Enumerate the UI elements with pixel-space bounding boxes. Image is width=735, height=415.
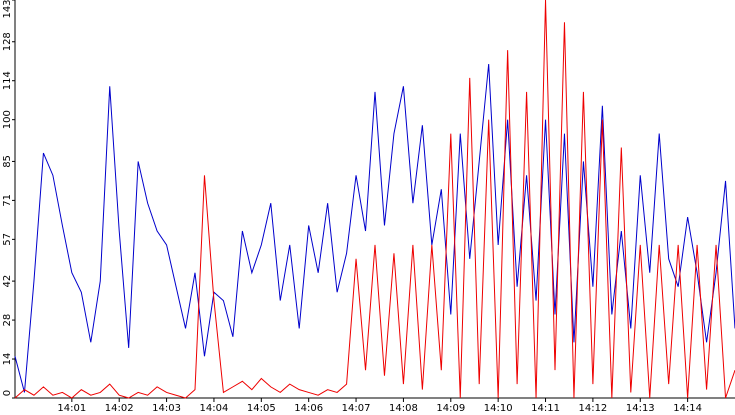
x-tick-label: 14:07	[342, 403, 371, 414]
y-tick-label: 114	[2, 71, 13, 90]
y-tick-label: 143	[2, 0, 13, 19]
x-tick-label: 14:02	[105, 403, 134, 414]
y-tick-label: 28	[2, 314, 13, 327]
x-tick-label: 14:06	[294, 403, 323, 414]
series-line	[14, 63, 735, 393]
y-tick-label: 42	[2, 275, 13, 288]
x-tick-label: 14:13	[626, 403, 655, 414]
y-tick-label: 71	[2, 194, 13, 207]
x-tick-label: 14:10	[484, 403, 513, 414]
x-tick-label: 14:14	[673, 403, 702, 414]
series-line	[14, 0, 735, 399]
y-tick-label: 85	[2, 155, 13, 168]
y-tick-label: 128	[2, 32, 13, 51]
x-tick-label: 14:11	[531, 403, 560, 414]
y-tick-label: 57	[2, 233, 13, 246]
x-tick-label: 14:12	[578, 403, 607, 414]
x-tick-label: 14:04	[200, 403, 229, 414]
y-tick-label: 0	[2, 390, 13, 396]
x-tick-label: 14:09	[436, 403, 465, 414]
y-tick-label: 100	[2, 110, 13, 129]
x-tick-label: 14:08	[389, 403, 418, 414]
y-tick-label: 14	[2, 353, 13, 366]
x-tick-label: 14:01	[57, 403, 86, 414]
x-tick-label: 14:05	[247, 403, 276, 414]
x-tick-label: 14:03	[152, 403, 181, 414]
